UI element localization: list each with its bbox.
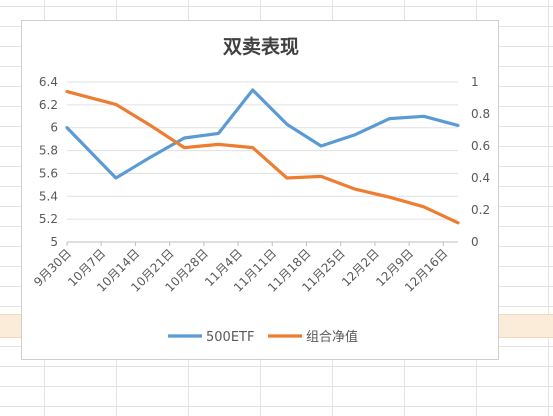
series-lines (65, 88, 460, 225)
legend-label: 500ETF (206, 330, 254, 345)
left-tick-label: 5.6 (39, 166, 58, 180)
left-tick-label: 6.4 (39, 75, 58, 89)
legend: 500ETF 组合净值 (168, 329, 358, 345)
legend-label: 组合净值 (306, 329, 358, 345)
right-axis-ticks: 0 0.2 0.4 0.6 0.8 1 (471, 75, 490, 249)
right-tick-label: 0.8 (471, 107, 490, 121)
x-axis-ticks: 9月30日10月7日10月14日10月21日10月28日11月4日11月11日1… (31, 242, 450, 295)
line-chart: 双卖表现 5 5.2 5.4 5.6 5.8 6 6.2 6.4 0 0.2 0.4 0.6 0.8 1… (31, 35, 490, 345)
series-line (65, 88, 460, 180)
right-tick-label: 0.6 (471, 139, 490, 153)
right-tick-label: 0 (471, 235, 479, 249)
right-tick-label: 0.4 (471, 171, 490, 185)
chart-title: 双卖表现 (223, 35, 299, 58)
right-tick-label: 1 (471, 75, 479, 89)
left-tick-label: 5.4 (39, 189, 58, 203)
left-tick-label: 5.8 (39, 144, 58, 158)
chart-area[interactable]: 双卖表现 5 5.2 5.4 5.6 5.8 6 6.2 6.4 0 0.2 0.4 0.6 0.8 1… (21, 20, 499, 360)
right-tick-label: 0.2 (471, 203, 490, 217)
left-axis-ticks: 5 5.2 5.4 5.6 5.8 6 6.2 6.4 (39, 75, 58, 249)
left-tick-label: 5.2 (39, 212, 58, 226)
left-tick-label: 6.2 (39, 98, 58, 112)
series-line (65, 89, 460, 225)
left-tick-label: 5 (50, 235, 58, 249)
left-tick-label: 6 (50, 121, 58, 135)
gridlines (67, 81, 458, 243)
